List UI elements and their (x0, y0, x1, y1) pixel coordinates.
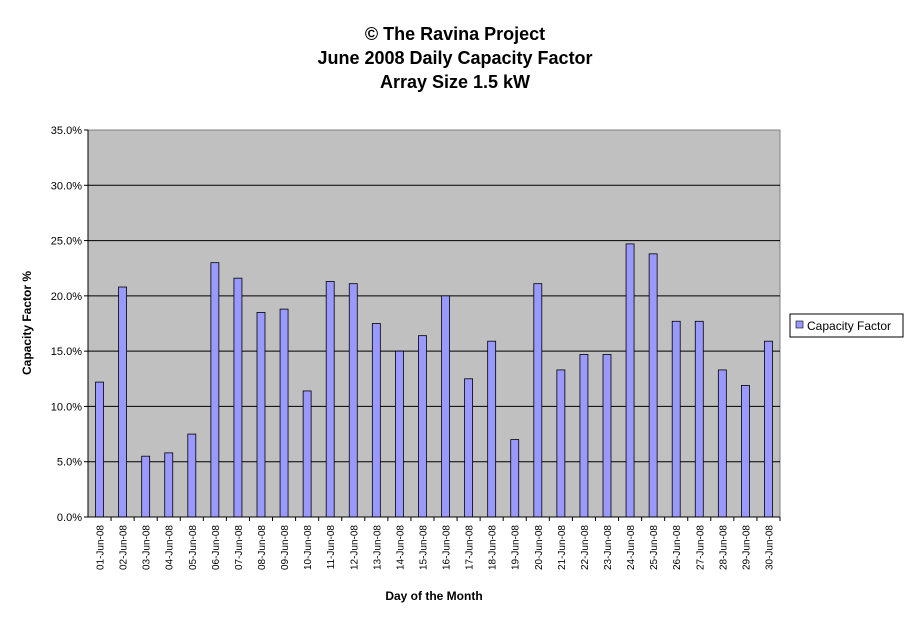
x-tick-label: 11-Jun-08 (326, 525, 337, 570)
bars (95, 243, 773, 518)
x-tick-label: 22-Jun-08 (580, 525, 591, 570)
bar (394, 350, 404, 518)
chart-title-line: Array Size 1.5 kW (380, 72, 530, 92)
bar (625, 243, 635, 518)
x-tick-label: 03-Jun-08 (142, 525, 153, 570)
y-tick-label: 35.0% (51, 125, 82, 137)
bar (141, 455, 151, 518)
bar (418, 335, 427, 518)
x-axis: 01-Jun-08 02-Jun-08 03-Jun-08 04-Jun-08 05-J… (88, 516, 781, 570)
y-tick-label: 15.0% (51, 346, 82, 358)
x-tick-label: 15-Jun-08 (418, 525, 429, 570)
x-tick-label: 13-Jun-08 (372, 525, 383, 570)
x-tick-label: 10-Jun-08 (303, 525, 314, 570)
x-tick-label: 14-Jun-08 (395, 525, 406, 570)
bar (464, 378, 474, 518)
bar (579, 354, 589, 518)
chart-title: © The Ravina Project June 2008 Daily Capa… (317, 24, 592, 92)
x-tick-label: 08-Jun-08 (257, 525, 268, 570)
bar (164, 452, 174, 518)
x-tick-label: 23-Jun-08 (603, 525, 614, 570)
bar (302, 390, 312, 518)
y-axis-title: Capacity Factor % (20, 271, 34, 375)
bar (764, 340, 773, 518)
bar (717, 369, 727, 518)
x-tick-label: 02-Jun-08 (119, 525, 130, 570)
x-tick-label: 09-Jun-08 (280, 525, 291, 570)
x-tick-label: 07-Jun-08 (234, 525, 245, 570)
x-axis-title: Day of the Month (385, 589, 482, 603)
x-tick-label: 24-Jun-08 (626, 525, 637, 570)
gridlines (88, 184, 780, 463)
x-tick-label: 06-Jun-08 (211, 525, 222, 570)
bar (187, 433, 197, 518)
y-tick-label: 0.0% (57, 512, 82, 524)
y-tick-label: 30.0% (51, 180, 82, 192)
y-tick-label: 25.0% (51, 236, 82, 248)
bar (648, 253, 658, 518)
bar (510, 439, 520, 518)
bar (694, 320, 704, 518)
x-tick-label: 17-Jun-08 (465, 525, 476, 570)
bar (279, 308, 289, 518)
plot-area (87, 129, 781, 518)
x-tick-label: 30-Jun-08 (764, 525, 775, 570)
bar (348, 283, 358, 518)
x-tick-label: 19-Jun-08 (511, 525, 522, 570)
x-tick-label: 05-Jun-08 (188, 525, 199, 570)
x-tick-label: 28-Jun-08 (718, 525, 729, 570)
x-tick-label: 12-Jun-08 (349, 525, 360, 570)
bar (556, 369, 566, 518)
x-tick-label: 04-Jun-08 (165, 525, 176, 570)
bar (441, 295, 450, 518)
bar (233, 277, 243, 518)
bar (371, 323, 381, 518)
bar (95, 381, 104, 518)
legend-label: Capacity Factor (807, 319, 891, 333)
x-tick-label: 21-Jun-08 (557, 525, 568, 570)
legend: Capacity Factor (789, 313, 904, 338)
bar (533, 283, 543, 518)
bar (602, 354, 612, 518)
y-tick-label: 10.0% (51, 401, 82, 413)
x-tick-label: 18-Jun-08 (488, 525, 499, 570)
x-tick-label: 16-Jun-08 (442, 525, 453, 570)
x-tick-label: 20-Jun-08 (534, 525, 545, 570)
y-tick-label: 20.0% (51, 291, 82, 303)
x-tick-label: 26-Jun-08 (672, 525, 683, 570)
x-tick-label: 27-Jun-08 (695, 525, 706, 570)
x-tick-label: 29-Jun-08 (741, 525, 752, 570)
legend-swatch (795, 320, 804, 329)
chart-title-line: © The Ravina Project (365, 24, 545, 44)
bar (487, 340, 497, 518)
legend-box (789, 313, 904, 338)
bar (210, 262, 220, 518)
y-tick-label: 5.0% (57, 457, 82, 469)
bar (671, 320, 681, 518)
y-axis: 0.0% 5.0% 10.0% 15.0% 20.0% 25.0% 30.0% 35.0% (51, 125, 89, 524)
chart-title-line: June 2008 Daily Capacity Factor (317, 48, 592, 68)
x-tick-label: 25-Jun-08 (649, 525, 660, 570)
x-tick-label: 01-Jun-08 (96, 525, 107, 570)
bar (325, 281, 335, 518)
bar (256, 312, 266, 518)
bar (741, 385, 750, 518)
bar (118, 286, 127, 518)
